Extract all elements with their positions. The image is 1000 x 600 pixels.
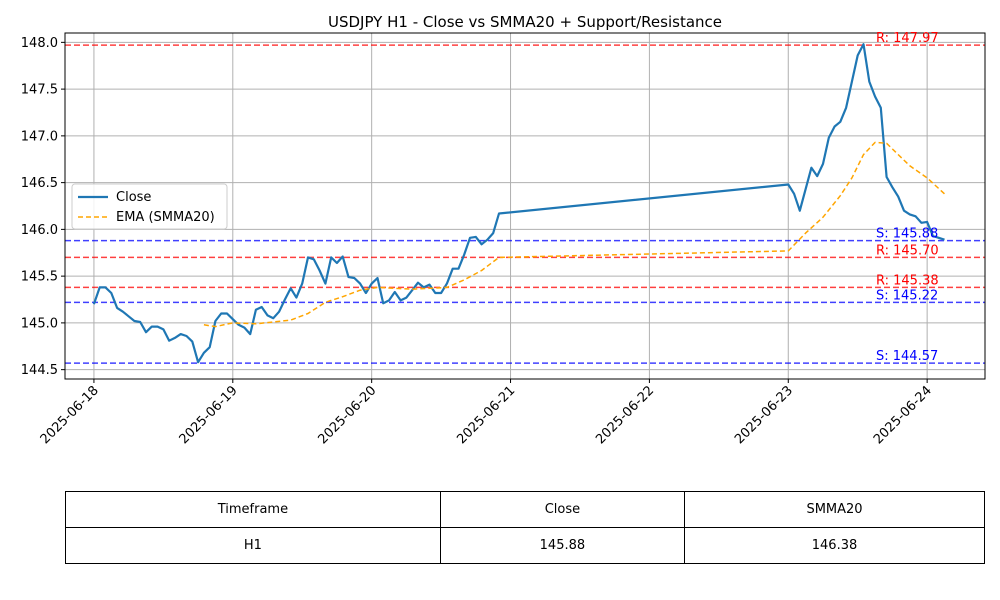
- x-tick-label: 2025-06-19: [177, 383, 241, 447]
- y-axis: 144.5 145.0 145.5 146.0 146.5 147.0 147.5 148.0: [21, 36, 65, 378]
- summary-table: Timeframe Close SMMA20 H1 145.88 146.38: [65, 491, 985, 564]
- level-labels: R: 147.97S: 145.88R: 145.70R: 145.38S: 1…: [876, 31, 939, 364]
- y-tick-label: 146.0: [21, 223, 58, 238]
- y-tick-label: 147.5: [21, 83, 58, 98]
- support-label: S: 145.22: [876, 288, 938, 303]
- ema-line: [203, 141, 946, 328]
- plot-frame: [64, 32, 986, 380]
- table-row: H1 145.88 146.38: [65, 527, 985, 564]
- resistance-label: R: 145.70: [876, 243, 939, 258]
- chart-title: USDJPY H1 - Close vs SMMA20 + Support/Re…: [328, 13, 722, 31]
- legend-box: [71, 183, 228, 230]
- y-tick-label: 145.0: [21, 316, 58, 331]
- x-tick-label: 2025-06-18: [38, 383, 102, 447]
- table-header-cell: SMMA20: [684, 491, 985, 528]
- resistance-label: R: 145.38: [876, 273, 939, 288]
- x-tick-label: 2025-06-20: [315, 383, 379, 447]
- table-header-cell: Close: [439, 491, 686, 528]
- series-lines: [92, 43, 946, 364]
- legend-ema-label: EMA (SMMA20): [116, 210, 215, 225]
- table-cell: 145.88: [439, 527, 686, 564]
- close-line: [92, 43, 945, 364]
- x-tick-label: 2025-06-24: [871, 383, 935, 447]
- support-label: S: 145.88: [876, 227, 938, 242]
- table-header-cell: Timeframe: [65, 491, 441, 528]
- table-header-row: Timeframe Close SMMA20: [65, 491, 985, 528]
- y-tick-label: 144.5: [21, 363, 58, 378]
- y-tick-label: 146.5: [21, 176, 58, 191]
- table-cell: 146.38: [684, 527, 985, 564]
- x-tick-label: 2025-06-22: [593, 383, 657, 447]
- resistance-label: R: 147.97: [876, 31, 939, 46]
- support-label: S: 144.57: [876, 349, 938, 364]
- legend: Close EMA (SMMA20): [71, 183, 228, 230]
- x-tick-label: 2025-06-21: [454, 383, 518, 447]
- y-tick-label: 148.0: [21, 36, 58, 51]
- y-tick-label: 147.0: [21, 129, 58, 144]
- legend-close-label: Close: [116, 190, 151, 205]
- y-tick-label: 145.5: [21, 270, 58, 285]
- x-tick-label: 2025-06-23: [732, 383, 796, 447]
- x-axis: 2025-06-18 2025-06-19 2025-06-20 2025-06-21…: [38, 379, 935, 447]
- support-resistance-levels: [65, 44, 985, 364]
- table-cell: H1: [65, 527, 441, 564]
